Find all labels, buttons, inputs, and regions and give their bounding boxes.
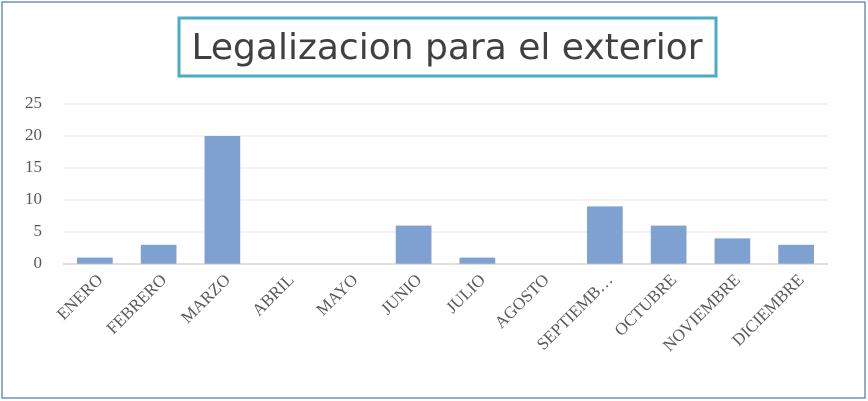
chart-title: Legalizacion para el exterior: [191, 27, 702, 68]
y-tick-label: 20: [25, 125, 42, 144]
bar: [204, 136, 241, 264]
y-tick-label: 10: [25, 189, 42, 208]
y-tick-label: 0: [34, 253, 43, 272]
bar: [650, 225, 687, 264]
bar: [459, 257, 496, 264]
bar: [587, 206, 623, 264]
bar: [778, 244, 814, 264]
y-tick-label: 25: [25, 93, 42, 112]
y-tick-label: 5: [34, 221, 43, 240]
y-tick-label: 15: [25, 157, 42, 176]
title-box: [177, 16, 718, 78]
bar: [395, 225, 432, 264]
bar: [140, 244, 177, 264]
bar: [714, 238, 751, 264]
bar: [77, 257, 113, 264]
